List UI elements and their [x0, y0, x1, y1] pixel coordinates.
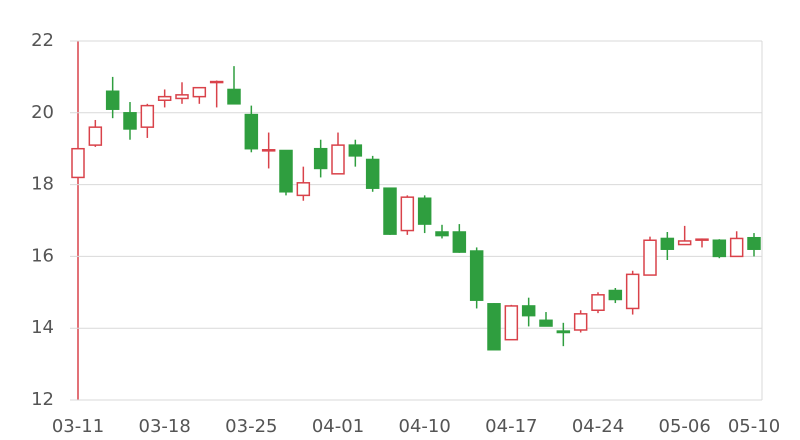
candle-body — [261, 149, 276, 152]
y-tick-label: 22 — [31, 30, 54, 51]
candle-body — [175, 94, 189, 100]
candle-body — [365, 158, 380, 189]
candle-body — [140, 104, 155, 128]
candle-body — [608, 289, 623, 301]
candle-body — [573, 313, 588, 331]
candle-body — [747, 236, 761, 250]
candle-body — [504, 305, 519, 341]
candle-body — [331, 144, 345, 175]
candle-body — [71, 147, 85, 179]
y-tick-label: 12 — [31, 389, 54, 410]
candle-body — [157, 95, 172, 101]
candle-body — [88, 126, 103, 146]
candle-body — [105, 90, 120, 110]
candle-body — [712, 239, 727, 258]
candle-body — [677, 240, 692, 246]
candle-body — [487, 303, 501, 351]
candle-body — [209, 80, 224, 84]
candle-body — [625, 273, 640, 310]
candle-body — [417, 197, 432, 225]
y-tick-label: 16 — [31, 245, 54, 266]
y-tick-label: 20 — [31, 102, 54, 123]
candle-body — [469, 250, 484, 301]
x-tick-label: 03-11 — [52, 416, 104, 437]
candle-body — [521, 305, 536, 317]
candle-body — [539, 319, 553, 327]
y-tick-label: 18 — [31, 174, 54, 195]
x-tick-label: 04-17 — [485, 416, 537, 437]
candle-body — [244, 113, 259, 150]
candle-body — [591, 294, 605, 311]
y-tick-label: 14 — [31, 317, 54, 338]
x-tick-label: 03-18 — [139, 416, 191, 437]
x-tick-label: 05-10 — [728, 416, 780, 437]
candle-body — [313, 147, 328, 170]
candle-body — [383, 187, 397, 235]
candle-body — [348, 144, 363, 157]
candle-body — [435, 231, 449, 237]
candle-body — [279, 149, 293, 193]
x-tick-label: 04-10 — [399, 416, 451, 437]
x-tick-label: 03-25 — [225, 416, 277, 437]
candle-body — [227, 88, 241, 105]
x-tick-label: 04-24 — [572, 416, 624, 437]
candle-body — [123, 112, 137, 130]
candle-body — [729, 237, 744, 258]
candle-body — [400, 196, 415, 232]
candle-body — [296, 182, 311, 197]
x-tick-label: 05-06 — [659, 416, 711, 437]
candle-body — [695, 238, 709, 241]
candle-body — [643, 239, 657, 276]
candle-body — [192, 86, 207, 98]
candle-body — [452, 231, 467, 253]
x-tick-label: 04-01 — [312, 416, 364, 437]
candle-body — [556, 330, 571, 334]
candle-body — [660, 237, 675, 250]
